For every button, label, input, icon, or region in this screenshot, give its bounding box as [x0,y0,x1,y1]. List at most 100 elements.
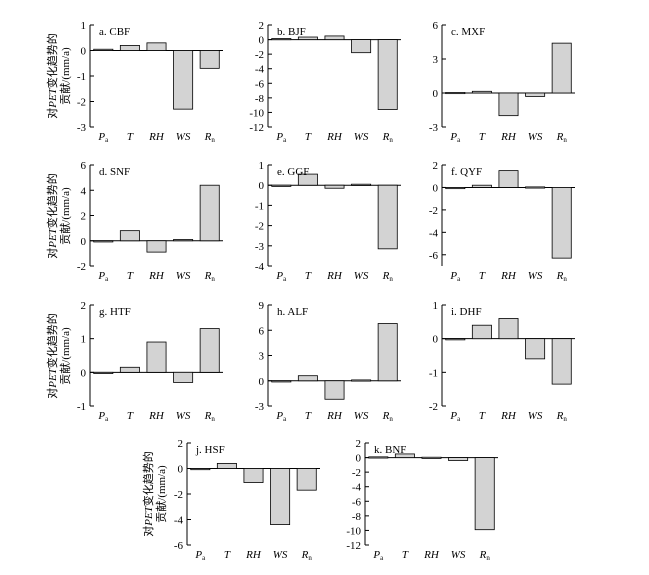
y-tick-label: -6 [352,496,362,508]
x-tick-label: Pa [372,549,384,562]
bar [173,50,194,110]
x-tick-label: Rn [479,549,491,562]
bar [173,371,194,383]
bar [324,35,345,40]
bar [551,42,572,94]
y-tick-label: -6 [255,78,265,90]
panel-title: d. SNF [99,166,130,178]
chart-panel-9: -2 -1 0 1 Pa T RH WS Rn i. DHF [429,300,575,423]
y-tick-label: -4 [352,482,362,494]
x-tick-label: Rn [204,270,216,283]
x-tick-label: T [479,270,486,282]
x-tick-label: WS [273,549,288,561]
x-tick-label: Rn [382,270,394,283]
bar [271,380,292,383]
y-axis-title-line1: 对PET变化趋势的 [45,33,59,119]
panel-title: j. HSF [195,444,225,456]
x-tick-label: WS [176,131,191,143]
x-tick-label: RH [148,131,165,143]
y-tick-label: 2 [259,20,265,32]
x-tick-label: T [127,131,134,143]
bar [146,42,167,51]
y-axis-title: 对PET变化趋势的 贡献/(mm/a) [141,451,168,537]
bar [324,380,345,400]
x-tick-label: RH [148,270,165,282]
y-tick-label: 2 [81,300,87,312]
bar [498,170,519,188]
y-tick-label: -1 [255,200,264,212]
x-tick-label: RH [245,549,262,561]
x-tick-label: T [224,549,231,561]
y-tick-label: -4 [429,227,439,239]
bar [199,184,220,242]
x-tick-label: T [479,131,486,143]
bar [351,183,372,186]
bar [471,324,492,340]
panel-title: f. QYF [451,166,482,178]
bar [445,92,466,95]
bar [351,39,372,54]
x-tick-label: Pa [194,549,206,562]
panel-title: h. ALF [277,306,308,318]
y-tick-label: -8 [352,511,362,523]
x-tick-label: T [127,410,134,422]
bar [324,184,345,189]
y-tick-label: -2 [77,261,86,273]
y-axis-title-line2: 贡献/(mm/a) [154,465,168,523]
y-tick-label: 9 [259,300,265,312]
chart-panel-1: -3 -2 -1 0 1 Pa T RH WS Rn a. CBF [77,20,223,144]
panel-title: i. DHF [451,306,482,318]
bar [297,36,318,40]
y-tick-label: -10 [346,525,361,537]
bar [525,338,546,360]
y-tick-label: -3 [255,401,265,413]
y-tick-label: -2 [174,489,183,501]
y-tick-label: -10 [249,107,264,119]
y-tick-label: -2 [77,97,86,109]
x-tick-label: Pa [97,131,109,144]
x-tick-label: T [305,270,312,282]
bar [471,184,492,188]
bar [119,230,140,242]
y-axis-title-line1: 对PET变化趋势的 [45,313,59,399]
bar [551,338,572,385]
y-axis-title: 对PET变化趋势的 贡献/(mm/a) [45,33,72,119]
x-tick-label: RH [500,131,517,143]
chart-panel-11: -12 -10 -8 -6 -4 -2 0 2 Pa T RH WS Rn k. BNF [346,438,498,562]
y-tick-label: -1 [429,367,438,379]
x-tick-label: RH [500,410,517,422]
y-tick-label: -2 [429,401,438,413]
y-tick-label: -1 [77,401,86,413]
bar [445,338,466,341]
x-tick-label: Rn [204,131,216,144]
y-tick-label: -2 [255,49,264,61]
y-axis-title: 对PET变化趋势的 贡献/(mm/a) [45,173,72,259]
bar [199,328,220,373]
y-tick-label: -12 [249,122,264,134]
y-tick-label: 1 [81,20,87,32]
bar [173,239,194,242]
bar [474,457,495,531]
chart-panel-6: -6 -4 -2 0 2 Pa T RH WS Rn f. QYF [429,160,575,283]
x-tick-label: RH [500,270,517,282]
panel-title: a. CBF [99,26,130,38]
bar [377,323,398,382]
x-tick-label: WS [354,410,369,422]
y-tick-label: -6 [429,250,439,262]
y-tick-label: -3 [429,122,439,134]
y-tick-label: -1 [77,71,86,83]
bar [93,240,114,243]
y-tick-label: 0 [433,182,439,194]
bar [498,318,519,340]
x-tick-label: Rn [301,549,313,562]
chart-panel-3: -3 0 3 6 Pa T RH WS Rn c. MXF [429,20,575,144]
chart-panel-7: -1 0 1 2 Pa T RH WS Rn g. HTF [77,300,223,423]
x-tick-label: Pa [275,270,287,283]
y-tick-label: 2 [81,211,87,223]
bar [394,453,415,458]
x-tick-label: T [479,410,486,422]
y-tick-label: -3 [77,122,87,134]
y-tick-label: -2 [255,221,264,233]
x-tick-label: Pa [97,270,109,283]
